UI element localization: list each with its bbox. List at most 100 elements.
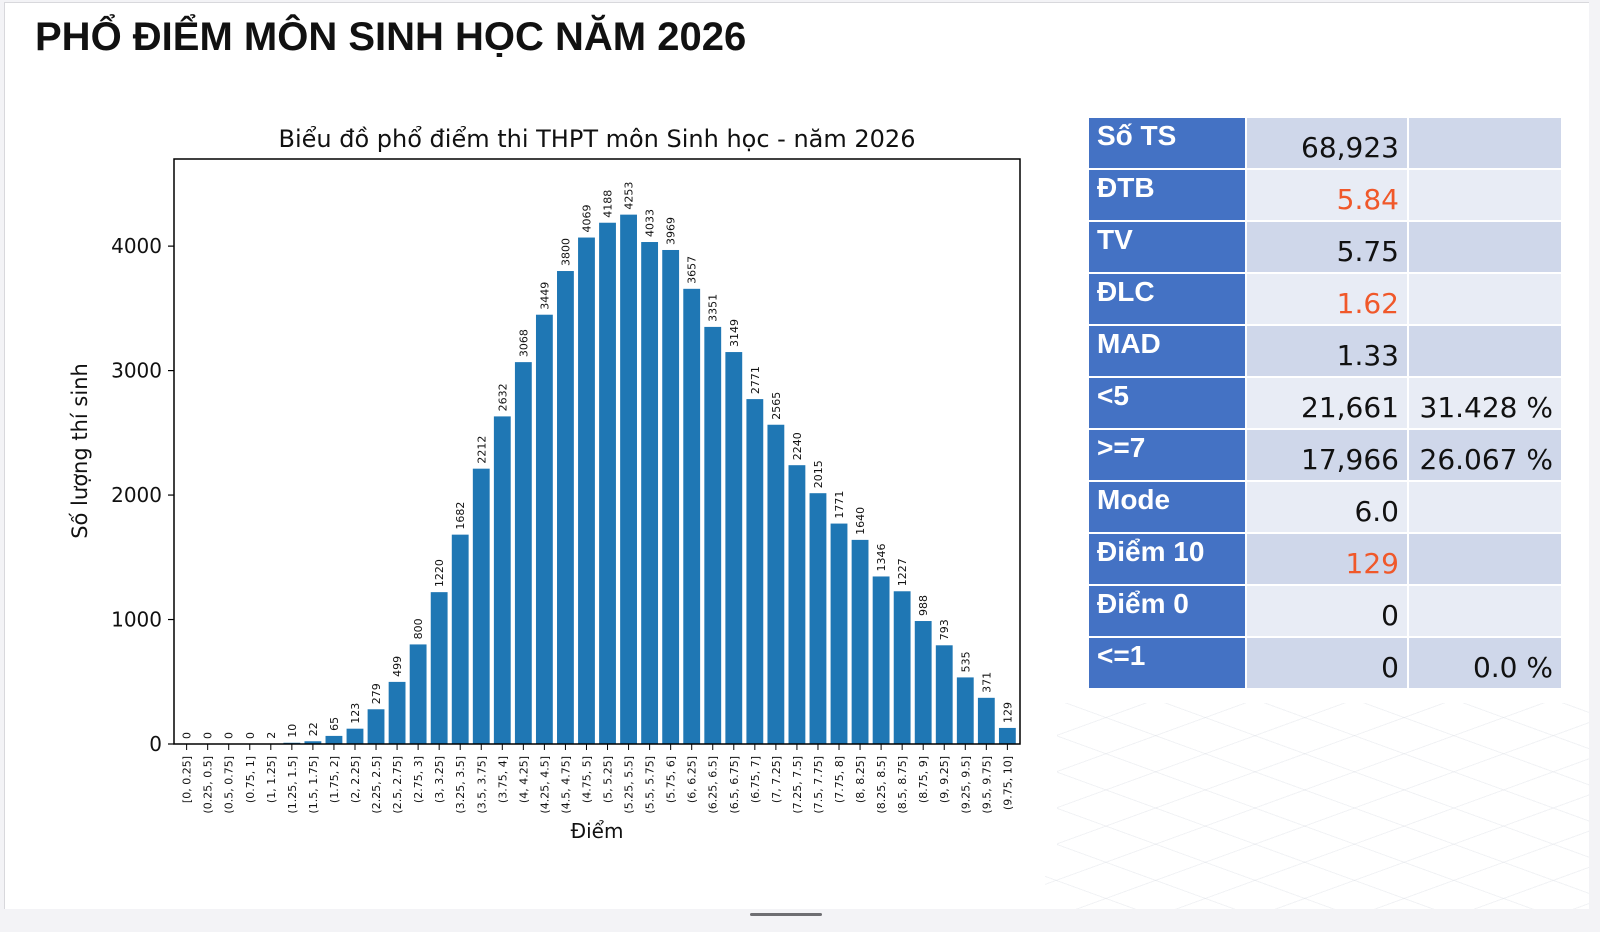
y-tick-label: 2000 — [111, 483, 162, 507]
stat-label: <5 — [1089, 378, 1245, 428]
bar — [367, 709, 385, 744]
y-tick-label: 1000 — [111, 608, 162, 632]
stat-label: Điểm 0 — [1089, 586, 1245, 636]
x-tick-label: (2.75, 3] — [412, 756, 425, 803]
bar — [977, 697, 995, 744]
x-tick-label: (4, 4.25] — [517, 756, 530, 803]
x-tick-label: (5.75, 6] — [665, 756, 678, 803]
bar — [641, 242, 659, 745]
bar — [620, 214, 637, 745]
x-tick-label: (2, 2.25] — [349, 756, 362, 803]
bar-value-label: 0 — [223, 732, 236, 739]
stat-value: 1.33 — [1247, 326, 1407, 376]
stats-row: ĐLC 1.62 — [1089, 274, 1561, 324]
bar-value-label: 1220 — [433, 559, 446, 587]
bar — [557, 271, 574, 744]
bar-value-label: 1682 — [454, 502, 467, 530]
stats-row: >=7 17,966 26.067 % — [1089, 430, 1561, 480]
bar — [451, 534, 469, 744]
bar — [409, 644, 427, 744]
y-tick-label: 0 — [149, 732, 162, 756]
bar-value-label: 3449 — [538, 282, 551, 310]
bar — [325, 735, 343, 744]
x-tick-label: (0.5, 0.75] — [223, 756, 236, 814]
stat-percent — [1409, 482, 1561, 532]
stat-label: TV — [1089, 222, 1245, 272]
stats-row: <=1 0 0.0 % — [1089, 638, 1561, 688]
bar — [704, 326, 722, 744]
bar-value-label: 0 — [202, 732, 215, 739]
y-axis-label: Số lượng thí sinh — [68, 363, 92, 539]
bar-value-label: 4069 — [580, 205, 593, 233]
x-tick-label: (5, 5.25] — [602, 756, 615, 803]
stat-value: 5.75 — [1247, 222, 1407, 272]
bar — [830, 523, 848, 744]
stat-label: Mode — [1089, 482, 1245, 532]
x-tick-label: (3, 3.25] — [433, 756, 446, 803]
x-tick-label: (0.25, 0.5] — [202, 756, 215, 814]
bar — [998, 727, 1016, 744]
bar — [535, 314, 553, 744]
bar — [472, 468, 490, 744]
bar-value-label: 3657 — [686, 256, 699, 284]
x-axis-label: Điểm — [571, 819, 624, 843]
bar — [788, 465, 806, 744]
bar — [578, 237, 595, 744]
bar-value-label: 2015 — [812, 460, 825, 488]
y-tick-label: 4000 — [111, 234, 162, 258]
bar-value-label: 2771 — [749, 366, 762, 394]
bar — [599, 222, 616, 744]
bar — [872, 576, 890, 744]
bar-value-label: 2565 — [770, 392, 783, 420]
x-tick-label: (1, 1.25] — [265, 756, 278, 803]
bar-value-label: 3149 — [728, 319, 741, 347]
x-tick-label: (3.75, 4] — [496, 756, 509, 803]
background-pattern — [1045, 703, 1589, 909]
bar-value-label: 1771 — [833, 491, 846, 519]
x-tick-label: (9, 9.25] — [938, 756, 951, 803]
chart-title: Biểu đồ phổ điểm thi THPT môn Sinh học -… — [279, 125, 916, 153]
bar — [388, 681, 406, 744]
x-tick-label: (5.5, 5.75] — [644, 756, 657, 814]
x-tick-label: (9.5, 9.75] — [980, 756, 993, 814]
x-tick-label: (6, 6.25] — [686, 756, 699, 803]
x-tick-label: (2.25, 2.5] — [370, 756, 383, 814]
x-tick-label: (3.25, 3.5] — [454, 756, 467, 814]
stat-label: ĐTB — [1089, 170, 1245, 220]
stat-value: 5.84 — [1247, 170, 1407, 220]
plot-frame — [173, 158, 1021, 745]
stat-label: >=7 — [1089, 430, 1245, 480]
bar-value-label: 2 — [265, 732, 278, 739]
bar-value-label: 1640 — [854, 507, 867, 535]
x-tick-label: (9.75, 10] — [1001, 756, 1014, 810]
bar-value-label: 123 — [349, 703, 362, 724]
scroll-indicator[interactable] — [750, 913, 822, 916]
bar — [725, 352, 743, 744]
bar-value-label: 10 — [286, 724, 299, 738]
x-tick-label: (4.5, 4.75] — [559, 756, 572, 814]
bar — [914, 621, 932, 744]
chart-svg: Biểu đồ phổ điểm thi THPT môn Sinh học -… — [68, 125, 1021, 843]
x-tick-label: (8.5, 8.75] — [896, 756, 909, 814]
stat-value: 1.62 — [1247, 274, 1407, 324]
stats-row: MAD 1.33 — [1089, 326, 1561, 376]
x-tick-label: (5.25, 5.5] — [623, 756, 636, 814]
bar-value-label: 800 — [412, 618, 425, 639]
x-tick-label: (6.5, 6.75] — [728, 756, 741, 814]
bar — [767, 424, 785, 744]
stat-percent: 31.428 % — [1409, 378, 1561, 428]
bar-value-label: 129 — [1001, 702, 1014, 723]
stat-label: MAD — [1089, 326, 1245, 376]
bar-value-label: 3969 — [665, 217, 678, 245]
bar-value-label: 3068 — [517, 329, 530, 357]
x-tick-label: (2.5, 2.75] — [391, 756, 404, 814]
x-tick-label: (9.25, 9.5] — [959, 756, 972, 814]
stat-percent — [1409, 222, 1561, 272]
bar-value-label: 535 — [959, 651, 972, 672]
stat-percent — [1409, 274, 1561, 324]
x-tick-label: (1.5, 1.75] — [307, 756, 320, 814]
bar-value-label: 371 — [980, 672, 993, 693]
bar — [956, 677, 974, 744]
stat-percent — [1409, 170, 1561, 220]
bar-value-label: 1227 — [896, 558, 909, 586]
